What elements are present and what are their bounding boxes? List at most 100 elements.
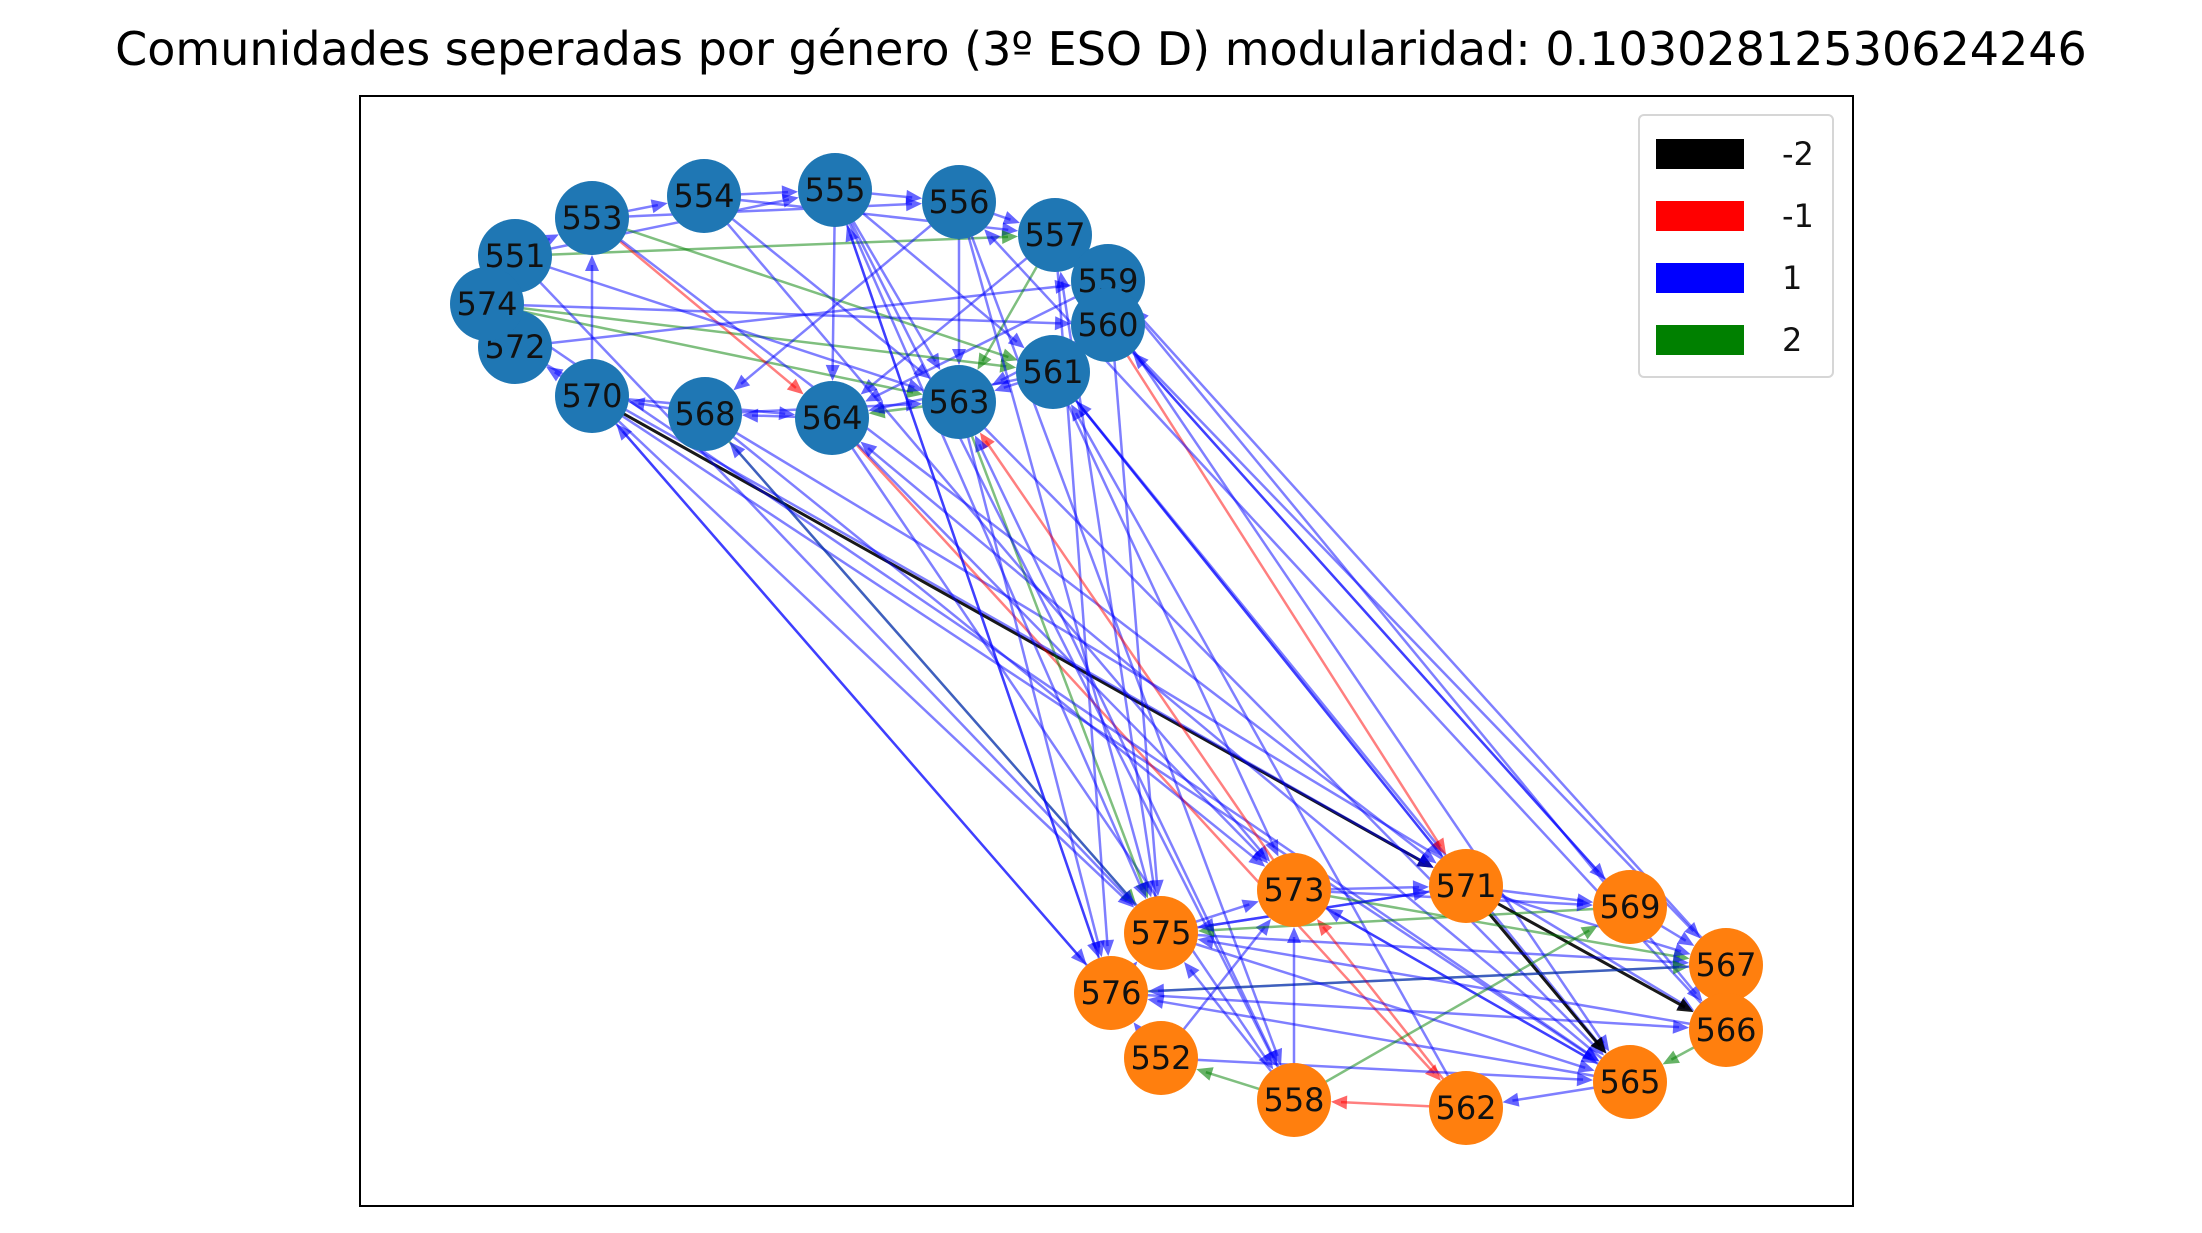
legend-swatch: [1656, 139, 1744, 169]
node-label: 569: [1599, 888, 1660, 926]
legend-entry: 1: [1656, 258, 1802, 298]
node-555: 555: [798, 153, 872, 227]
edge-566-575: [1197, 935, 1727, 1032]
edge-554-573: [703, 195, 1271, 862]
node-circle: [1257, 1063, 1331, 1137]
edge-553-564: [591, 217, 804, 395]
edge-567-576: [1147, 963, 1727, 998]
node-label: 573: [1263, 871, 1324, 909]
node-circle: [922, 165, 996, 239]
edge-571-566: [1465, 884, 1694, 1013]
node-label: 555: [804, 171, 865, 209]
node-563: 563: [922, 365, 996, 439]
node-566: 566: [1689, 993, 1763, 1067]
node-circle: [1429, 1071, 1503, 1145]
legend: -2 -1 1 2: [1638, 114, 1834, 378]
node-label: 557: [1024, 216, 1085, 254]
edge-571-575: [1197, 884, 1467, 932]
edge-553-561: [591, 216, 1018, 362]
legend-label: -2: [1782, 135, 1814, 173]
node-circle: [1071, 288, 1145, 362]
node-567: 567: [1689, 928, 1763, 1002]
node-label: 575: [1130, 914, 1191, 952]
node-573: 573: [1257, 853, 1331, 927]
node-circle: [1593, 870, 1667, 944]
node-circle: [555, 359, 629, 433]
legend-entry: -2: [1656, 134, 1814, 174]
node-circle: [1429, 849, 1503, 923]
node-564: 564: [795, 381, 869, 455]
edge-555-575: [833, 189, 1147, 900]
node-label: 564: [801, 399, 862, 437]
node-circle: [1074, 956, 1148, 1030]
node-circle: [1689, 993, 1763, 1067]
node-label: 563: [928, 383, 989, 421]
node-circle: [795, 381, 869, 455]
chart-title: Comunidades seperadas por género (3º ESO…: [115, 22, 2087, 76]
edges-layer: [482, 185, 1733, 1110]
node-circle: [667, 159, 741, 233]
node-576: 576: [1074, 956, 1148, 1030]
node-circle: [1689, 928, 1763, 1002]
node-circle: [922, 365, 996, 439]
legend-entry: -1: [1656, 196, 1814, 236]
node-label: 565: [1599, 1063, 1660, 1101]
node-circle: [1124, 896, 1198, 970]
node-circle: [1018, 198, 1092, 272]
node-557: 557: [1018, 198, 1092, 272]
edge-575-565: [1160, 931, 1595, 1073]
node-label: 570: [561, 377, 622, 415]
node-label: 552: [1130, 1039, 1191, 1077]
node-575: 575: [1124, 896, 1198, 970]
node-circle: [1593, 1045, 1667, 1119]
axes-frame: [359, 95, 1854, 1207]
edge-574-560: [486, 302, 1072, 331]
edge-562-561: [1071, 404, 1468, 1109]
node-label: 562: [1435, 1089, 1496, 1127]
node-label: 556: [928, 183, 989, 221]
node-568: 568: [668, 377, 742, 451]
edge-560-567: [1107, 324, 1701, 939]
legend-swatch: [1656, 201, 1744, 231]
edge-557-564: [860, 234, 1056, 395]
node-label: 571: [1435, 867, 1496, 905]
node-circle: [555, 181, 629, 255]
node-circle: [1257, 853, 1331, 927]
legend-entry: 2: [1656, 320, 1802, 360]
node-circle: [798, 153, 872, 227]
legend-swatch: [1656, 263, 1744, 293]
node-label: 561: [1022, 353, 1083, 391]
node-552: 552: [1124, 1021, 1198, 1095]
edge-569-560: [1132, 352, 1631, 908]
edge-576-566: [1110, 991, 1690, 1034]
node-label: 566: [1695, 1011, 1756, 1049]
node-label: 574: [456, 285, 517, 323]
node-label: 553: [561, 199, 622, 237]
node-571: 571: [1429, 849, 1503, 923]
edge-565-573: [1326, 908, 1631, 1084]
node-569: 569: [1593, 870, 1667, 944]
edge-560-571: [1106, 324, 1447, 855]
edge-572-571: [514, 345, 1434, 868]
edge-556-568: [733, 201, 960, 391]
node-circle: [1016, 335, 1090, 409]
node-label: 554: [673, 177, 734, 215]
node-circle: [1124, 1021, 1198, 1095]
edge-564-558: [830, 417, 1274, 1070]
node-circle: [450, 267, 524, 341]
edge-561-573: [1051, 371, 1279, 857]
node-558: 558: [1257, 1063, 1331, 1137]
legend-label: 1: [1782, 259, 1803, 297]
edge-551-575: [514, 255, 1136, 907]
node-574: 574: [450, 267, 524, 341]
node-label: 560: [1077, 306, 1138, 344]
edge-573-563: [979, 432, 1296, 891]
node-561: 561: [1016, 335, 1090, 409]
edge-554-563: [703, 195, 931, 379]
node-label: 568: [674, 395, 735, 433]
edge-563-565: [958, 401, 1605, 1056]
node-label: 558: [1263, 1081, 1324, 1119]
